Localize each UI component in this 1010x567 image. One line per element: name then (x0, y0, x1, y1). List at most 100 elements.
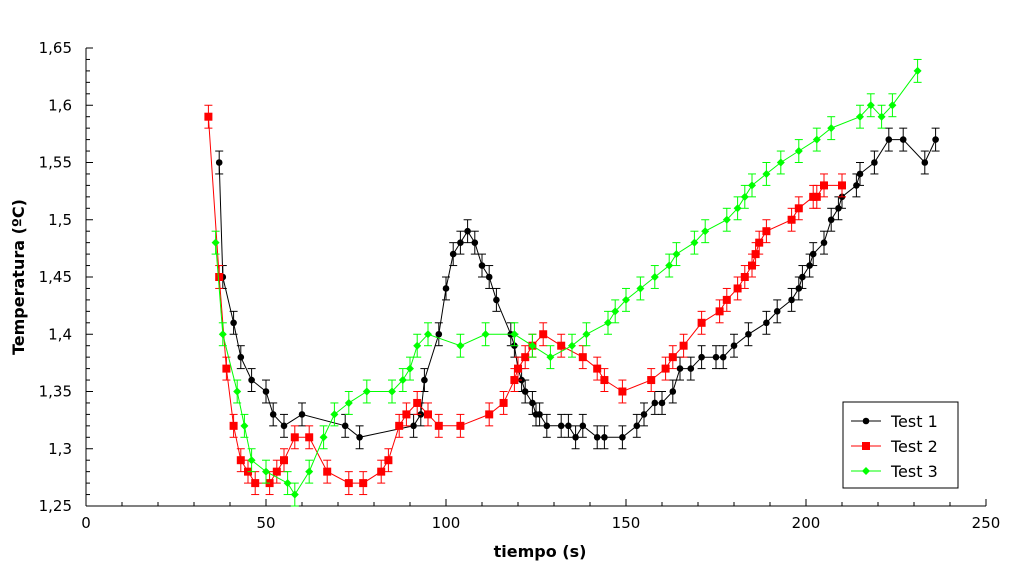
series-1-point (773, 308, 781, 315)
series-3-point (611, 307, 620, 316)
series-2-point (510, 376, 519, 385)
series-1-point (341, 422, 349, 430)
legend-swatch-marker (862, 467, 870, 475)
series-2-point (740, 273, 749, 281)
series-1-point (921, 159, 929, 166)
series-2-point (359, 479, 368, 488)
series-2-point (794, 204, 803, 213)
series-3-point (290, 490, 299, 499)
series-2-point (838, 181, 846, 190)
series-1-point (557, 422, 565, 430)
series-1-point (871, 159, 878, 166)
series-2-point (434, 421, 443, 430)
series-3-point (888, 101, 897, 110)
series-2-point (600, 376, 609, 385)
series-3-point (622, 295, 630, 304)
series-3-point (528, 341, 537, 350)
series-1-point (543, 422, 551, 430)
series-3-point (398, 376, 407, 385)
series-2-line (207, 116, 842, 484)
series-2-point (668, 353, 677, 362)
series-1-point (478, 262, 486, 269)
series-3-point (740, 192, 749, 201)
series-1-point (529, 399, 536, 407)
series-3-point (481, 330, 490, 339)
series-2-point (413, 398, 422, 407)
y-tick-label: 1,65 (39, 39, 72, 57)
y-tick-label: 1,45 (39, 268, 72, 286)
y-tick-label: 1,25 (39, 497, 72, 515)
series-2-point (377, 467, 386, 476)
series-3-point (319, 433, 328, 442)
series-1-point (410, 422, 417, 430)
series-1-point (485, 273, 493, 281)
series-1-point (687, 365, 695, 372)
series-3-point (344, 398, 353, 407)
series-3-point (413, 341, 422, 350)
series-2-point (722, 295, 731, 304)
series-3-point (636, 284, 645, 293)
series-3-point (776, 158, 785, 167)
series-2-point (697, 318, 706, 327)
series-2-point (251, 479, 260, 488)
series-3-point (456, 341, 465, 350)
legend-label: Test 3 (890, 462, 938, 481)
series-2-point (305, 433, 314, 442)
series-3-point (604, 318, 612, 327)
series-2-point (456, 421, 465, 430)
series-3-point (582, 330, 591, 339)
series-2-point (236, 456, 245, 465)
series-3-point (877, 112, 886, 121)
series-3-point (794, 147, 803, 156)
series-2-point (485, 410, 494, 419)
series-1-point (745, 330, 752, 338)
y-tick-label: 1,35 (39, 383, 72, 401)
x-tick-label: 50 (256, 514, 275, 532)
series-3-point (233, 387, 242, 396)
plot-area: 0 50 100 150 200 250 1,25 1,3 1,35 1,4 1,45 1,5 1,55… (39, 39, 1001, 532)
series-1-point (215, 159, 223, 166)
series-2-point (755, 238, 764, 247)
series-1-point (658, 399, 666, 407)
series-2-point (578, 353, 587, 362)
series-3-point (424, 330, 432, 339)
series-2-point (521, 353, 530, 362)
series-2-point (229, 421, 238, 430)
x-tick-label: 200 (792, 514, 821, 532)
series-1-point (651, 399, 659, 407)
series-1-point (449, 250, 457, 258)
y-tick-label: 1,5 (48, 211, 72, 229)
legend-label: Test 2 (890, 437, 938, 456)
series-1-point (262, 388, 270, 395)
series-3-point (247, 456, 256, 465)
legend: Test 1 Test 2 Test 3 (842, 401, 959, 489)
series-2-point (820, 181, 828, 190)
series-3-line (215, 70, 919, 496)
series-1-point (230, 319, 237, 327)
series-1-point (356, 434, 363, 441)
series-1-point (676, 365, 684, 372)
series-2-point (593, 364, 602, 373)
series-3-point (650, 273, 659, 281)
series-1-point (464, 227, 471, 235)
y-tick-label: 1,3 (48, 440, 72, 458)
x-tick-label: 150 (612, 514, 641, 532)
legend-swatch-marker (862, 442, 870, 450)
series-2-point (204, 112, 213, 121)
series-2-point (280, 456, 288, 465)
series-2-point (222, 364, 231, 373)
series-3-point (330, 410, 339, 419)
series-1-point (799, 273, 806, 281)
series-2-point (812, 192, 821, 201)
series-3-point (305, 467, 314, 476)
series-1-point (669, 388, 677, 395)
series-2-point (557, 341, 566, 350)
series-2-point (384, 456, 393, 465)
series-2-point (514, 364, 522, 373)
series-1-point (730, 342, 738, 350)
series-1-point (719, 353, 727, 361)
series-2-point (424, 410, 432, 419)
series-2-point (539, 330, 548, 339)
series-1-point (932, 136, 939, 143)
series-3-point (362, 387, 371, 396)
